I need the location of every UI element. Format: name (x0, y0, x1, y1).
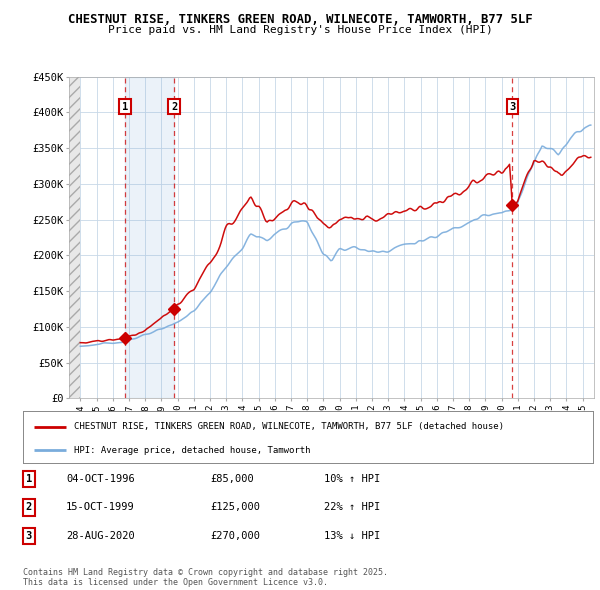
Text: 3: 3 (26, 531, 32, 540)
Text: £125,000: £125,000 (210, 503, 260, 512)
Text: 1: 1 (122, 101, 128, 112)
Text: 15-OCT-1999: 15-OCT-1999 (66, 503, 135, 512)
Text: 13% ↓ HPI: 13% ↓ HPI (324, 531, 380, 540)
Text: CHESTNUT RISE, TINKERS GREEN ROAD, WILNECOTE, TAMWORTH, B77 5LF (detached house): CHESTNUT RISE, TINKERS GREEN ROAD, WILNE… (74, 422, 504, 431)
Text: 10% ↑ HPI: 10% ↑ HPI (324, 474, 380, 484)
Text: HPI: Average price, detached house, Tamworth: HPI: Average price, detached house, Tamw… (74, 445, 311, 455)
Text: 1: 1 (26, 474, 32, 484)
Text: Price paid vs. HM Land Registry's House Price Index (HPI): Price paid vs. HM Land Registry's House … (107, 25, 493, 35)
Text: 04-OCT-1996: 04-OCT-1996 (66, 474, 135, 484)
Text: 3: 3 (509, 101, 515, 112)
Text: Contains HM Land Registry data © Crown copyright and database right 2025.
This d: Contains HM Land Registry data © Crown c… (23, 568, 388, 587)
Text: £85,000: £85,000 (210, 474, 254, 484)
Text: £270,000: £270,000 (210, 531, 260, 540)
Text: 28-AUG-2020: 28-AUG-2020 (66, 531, 135, 540)
Text: 22% ↑ HPI: 22% ↑ HPI (324, 503, 380, 512)
Text: CHESTNUT RISE, TINKERS GREEN ROAD, WILNECOTE, TAMWORTH, B77 5LF: CHESTNUT RISE, TINKERS GREEN ROAD, WILNE… (68, 13, 532, 26)
Text: 2: 2 (171, 101, 177, 112)
Bar (125, 77, 174, 398)
Text: 2: 2 (26, 503, 32, 512)
